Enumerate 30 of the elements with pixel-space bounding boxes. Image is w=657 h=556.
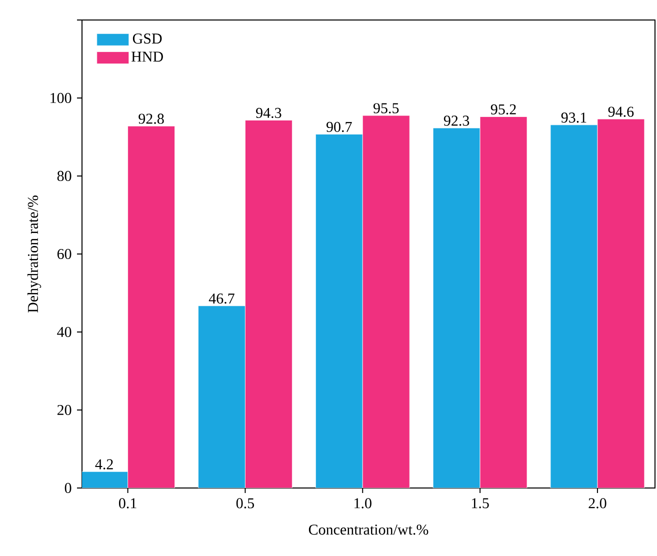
bar — [597, 118, 645, 488]
bar — [480, 116, 528, 488]
data-label: 4.2 — [95, 459, 113, 470]
bar — [245, 120, 292, 488]
data-label: 93.1 — [561, 112, 586, 123]
y-tick-label: 80 — [57, 170, 72, 182]
data-label: 95.2 — [490, 104, 516, 115]
y-axis-title: Dehydration rate/% — [27, 196, 42, 312]
legend-label: HND — [132, 52, 163, 62]
x-tick-label: 1.0 — [354, 498, 372, 508]
y-tick-label: 40 — [57, 326, 72, 338]
bar — [128, 126, 175, 488]
data-label: 95.5 — [373, 103, 399, 114]
x-tick-label: 0.1 — [118, 498, 136, 508]
data-label: 92.3 — [444, 116, 470, 126]
y-tick-label: 60 — [57, 248, 72, 260]
x-tick-label: 0.5 — [236, 498, 254, 508]
y-tick-label: 100 — [50, 92, 72, 104]
x-tick-label: 2.0 — [588, 498, 606, 508]
data-label: 94.6 — [608, 106, 634, 117]
data-label: 46.7 — [208, 294, 234, 304]
y-tick-label: 0 — [64, 482, 72, 494]
data-label: 94.3 — [256, 108, 282, 118]
bar — [362, 115, 410, 488]
data-label: 90.7 — [326, 122, 352, 132]
y-tick-label: 20 — [57, 404, 72, 416]
data-label: 92.8 — [138, 114, 164, 124]
x-axis-title: Concentration/wt.% — [308, 524, 428, 535]
x-tick-label: 1.5 — [472, 498, 489, 508]
legend-label: GSD — [132, 34, 162, 44]
